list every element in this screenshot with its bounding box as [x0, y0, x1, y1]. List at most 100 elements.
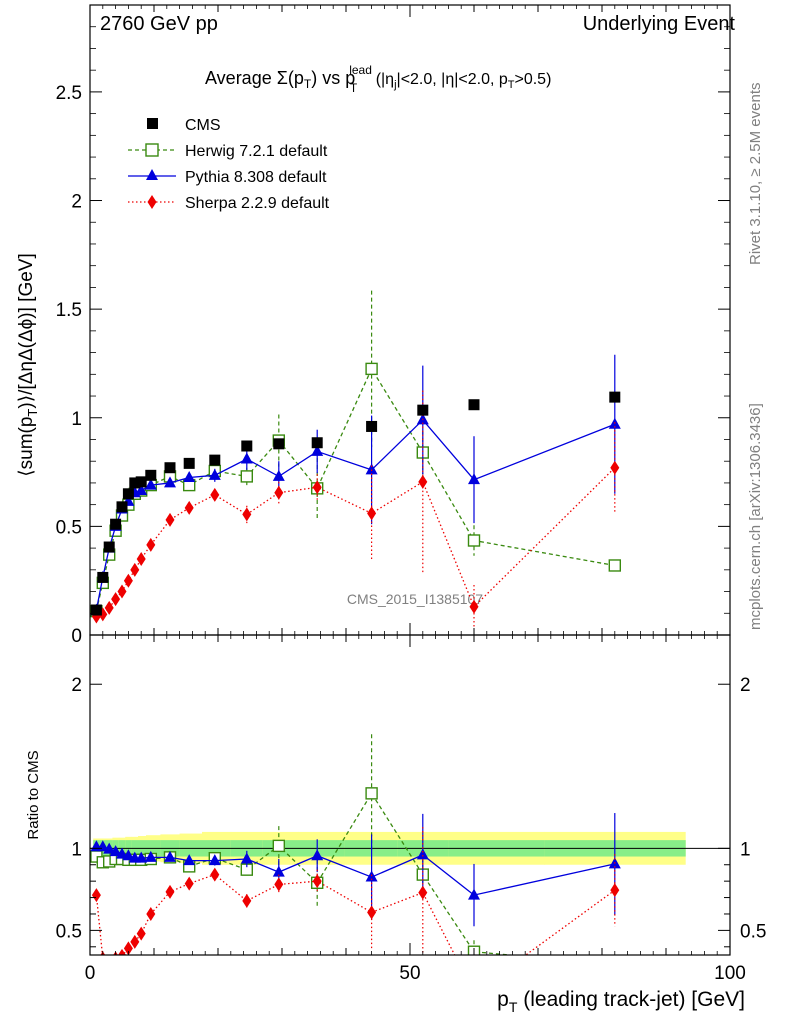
- main-y-tick-label: 2.5: [56, 83, 82, 104]
- main-point-cms: [609, 391, 621, 403]
- legend: CMS Herwig 7.2.1 default Pythia 8.308 de…: [128, 117, 330, 212]
- ratio-y-tick-label-left: 0.5: [56, 921, 82, 942]
- legend-marker-pythia: [146, 169, 158, 180]
- main-point-cms: [116, 501, 128, 513]
- ratio-y-tick-label-left: 1: [71, 839, 82, 860]
- main-point-pythia: [135, 484, 148, 496]
- ratio-y-tick-label-right: 0.5: [740, 921, 766, 942]
- rivet-label: Rivet 3.1.10, ≥ 2.5M events: [747, 83, 764, 266]
- ratio-point-sherpa: [165, 884, 175, 899]
- ratio-point-pythia: [208, 854, 221, 866]
- ratio-point-pythia: [416, 848, 429, 860]
- main-y-tick-label: 1.5: [56, 300, 82, 321]
- ratio-frame: [89, 634, 731, 956]
- main-y-tick-label: 0.5: [56, 517, 82, 538]
- ratio-point-pythia: [272, 865, 285, 877]
- ratio-point-sherpa: [146, 906, 156, 921]
- main-y-tick-label: 0: [71, 626, 82, 647]
- ratio-point-sherpa: [123, 941, 133, 955]
- main-ylabel: ⟨sum(pT)⟩/[ΔηΔ(Δϕ)] [GeV]: [16, 253, 40, 477]
- main-frame: [89, 4, 731, 636]
- main-point-herwig: [608, 559, 621, 572]
- ratio-point-sherpa: [91, 888, 101, 903]
- main-point-cms: [366, 420, 378, 432]
- main-series-cms: [90, 391, 621, 616]
- ratio-y-tick-label-right: 1: [740, 839, 751, 860]
- main-point-cms: [468, 399, 480, 411]
- main-point-sherpa: [610, 460, 620, 475]
- ratio-point-sherpa: [274, 877, 284, 892]
- legend-marker-sherpa: [147, 195, 157, 209]
- main-point-cms: [273, 438, 285, 450]
- main-point-sherpa: [117, 584, 127, 599]
- header-left: 2760 GeV pp: [100, 13, 218, 35]
- main-point-cms: [209, 454, 221, 466]
- main-point-sherpa: [130, 562, 140, 577]
- main-point-cms: [103, 541, 115, 553]
- ratio-series-pythia: [90, 813, 621, 927]
- ratio-point-pythia: [468, 888, 480, 900]
- x-tick-label: 100: [714, 963, 746, 984]
- legend-marker-cms: [147, 118, 158, 129]
- ratio-point-herwig: [272, 839, 285, 853]
- ratio-point-herwig: [609, 959, 620, 970]
- ratio-ylabel: Ratio to CMS: [25, 750, 42, 839]
- legend-marker-herwig: [145, 143, 159, 157]
- main-point-pythia: [468, 473, 480, 485]
- main-point-sherpa: [367, 506, 377, 521]
- header-right: Underlying Event: [583, 13, 736, 35]
- main-point-sherpa: [111, 592, 121, 607]
- ratio-point-pythia: [122, 849, 135, 861]
- ratio-point-sherpa: [242, 893, 252, 908]
- main-point-pythia: [183, 471, 196, 482]
- ratio-point-pythia: [164, 850, 176, 862]
- ratio-series-sherpa: [91, 827, 620, 1000]
- main-point-pythia: [144, 478, 157, 490]
- main-series-sherpa: [91, 390, 620, 629]
- ratio-point-pythia: [135, 851, 148, 863]
- main-point-sherpa: [104, 600, 114, 615]
- main-point-pythia: [164, 476, 176, 488]
- main-point-sherpa: [123, 573, 133, 588]
- main-point-sherpa: [136, 551, 146, 566]
- ratio-line-herwig: [95, 792, 517, 955]
- main-point-cms: [417, 404, 429, 416]
- main-point-pythia: [311, 444, 324, 456]
- legend-label-sherpa: Sherpa 2.2.9 default: [185, 195, 330, 212]
- legend-label-cms: CMS: [185, 117, 221, 134]
- ratio-point-sherpa: [470, 986, 479, 1000]
- main-point-cms: [183, 457, 195, 469]
- ratio-y-tick-label-left: 2: [71, 675, 82, 696]
- main-point-cms: [311, 437, 323, 449]
- main-point-pythia: [208, 468, 221, 480]
- main-point-sherpa: [242, 507, 252, 522]
- ratio-point-pythia: [240, 852, 253, 864]
- main-line-pythia: [95, 418, 616, 611]
- main-series-pythia: [90, 354, 621, 615]
- main-y-tick-label: 2: [71, 192, 82, 213]
- main-point-sherpa: [418, 474, 428, 489]
- main-point-sherpa: [184, 500, 194, 515]
- main-plot: [90, 290, 621, 629]
- main-point-cms: [122, 488, 134, 500]
- main-point-cms: [90, 604, 102, 616]
- plot-title: Average Σ(pT) vs plead T (|ηj|<2.0, |η|<2…: [205, 63, 551, 95]
- ratio-point-sherpa: [108, 954, 110, 955]
- main-point-sherpa: [312, 480, 322, 495]
- ratio-point-sherpa: [130, 934, 140, 949]
- ratio-point-pythia: [144, 850, 157, 862]
- legend-label-pythia: Pythia 8.308 default: [185, 169, 327, 186]
- main-point-sherpa: [274, 485, 284, 500]
- main-point-herwig: [240, 470, 254, 483]
- main-point-sherpa: [165, 512, 175, 527]
- ratio-point-sherpa: [184, 876, 194, 891]
- ratio-y-tick-label-right: 2: [740, 675, 751, 696]
- ratio-point-sherpa: [118, 948, 126, 955]
- ratio-point-pythia: [183, 854, 196, 866]
- main-point-herwig: [467, 534, 481, 547]
- main-line-herwig: [95, 367, 615, 612]
- main-point-herwig: [365, 362, 378, 376]
- main-point-cms: [97, 571, 109, 583]
